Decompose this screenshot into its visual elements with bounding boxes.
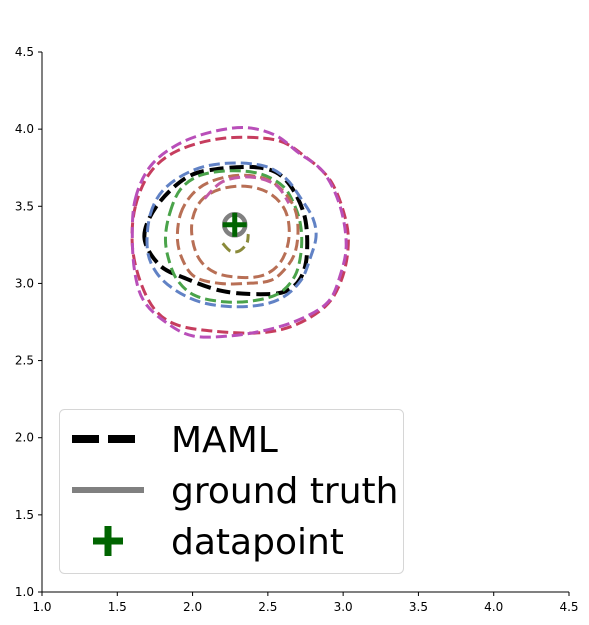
maml-contour xyxy=(142,164,310,297)
x-tick-label: 2.0 xyxy=(183,600,202,614)
x-tick-label: 4.5 xyxy=(559,600,578,614)
x-tick-label: 1.5 xyxy=(108,600,127,614)
y-tick-label: 4.0 xyxy=(15,122,34,136)
legend-box xyxy=(59,409,404,574)
task-contour-5 xyxy=(175,173,300,286)
x-tick-label: 3.5 xyxy=(409,600,428,614)
task-contour-1 xyxy=(130,135,350,335)
axes: 1.0 1.5 2.0 2.5 3.0 3.5 4.0 4.5 1.0 1.5 2.0 2.5 3.0 3… xyxy=(15,45,579,614)
x-tick-label: 1.0 xyxy=(32,600,51,614)
y-tick-label: 3.0 xyxy=(15,276,34,290)
marker-layer xyxy=(221,212,248,238)
y-tick-label: 1.0 xyxy=(15,585,34,599)
legend-label: datapoint xyxy=(171,522,344,563)
task-contour-2 xyxy=(130,126,348,339)
legend-label: ground truth xyxy=(171,471,398,512)
task-contour-6 xyxy=(190,184,291,280)
task-contour-7 xyxy=(203,175,291,205)
y-tick-label: 2.0 xyxy=(15,431,34,445)
y-tick-label: 2.5 xyxy=(15,354,34,368)
x-tick-label: 3.0 xyxy=(334,600,353,614)
task-contour-3 xyxy=(145,161,318,309)
legend-label: MAML xyxy=(171,420,278,461)
contour-layer xyxy=(130,126,350,339)
x-tick-label: 2.5 xyxy=(258,600,277,614)
y-tick-label: 1.5 xyxy=(15,508,34,522)
y-tick-label: 4.5 xyxy=(15,45,34,59)
y-tick-label: 3.5 xyxy=(15,199,34,213)
task-contour-8 xyxy=(221,233,250,254)
legend: MAML ground truth datapoint xyxy=(59,409,404,574)
x-tick-label: 4.0 xyxy=(484,600,503,614)
